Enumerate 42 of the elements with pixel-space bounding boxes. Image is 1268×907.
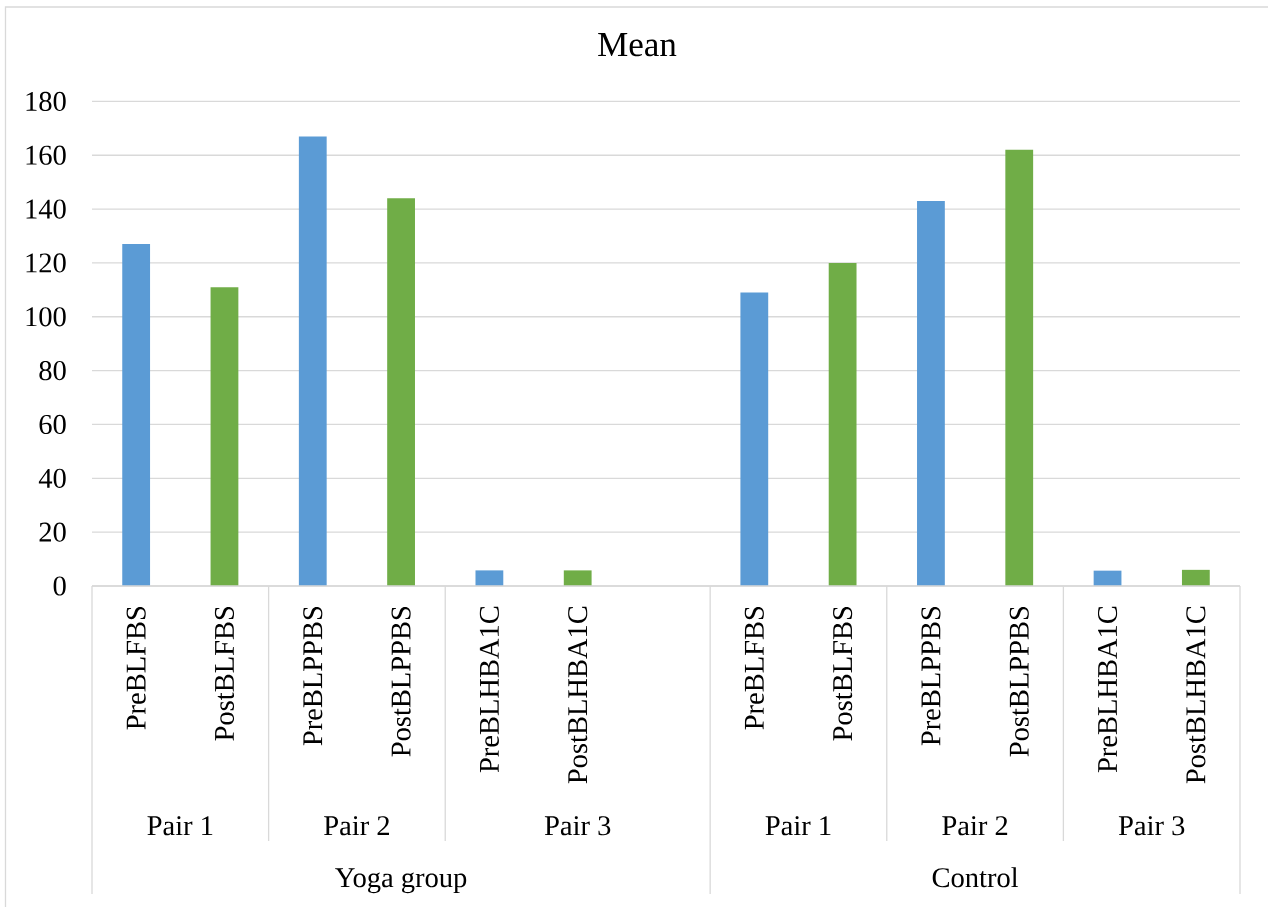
y-tick-label: 120 — [26, 253, 66, 273]
text: Pair 1 — [147, 816, 213, 836]
x-tick-label: PostBLFBS — [833, 606, 853, 741]
y-tick-label: 20 — [39, 522, 66, 542]
y-tick-label: 40 — [38, 468, 66, 488]
text: Pair 2 — [942, 816, 1008, 836]
y-tick-label: 60 — [39, 414, 66, 435]
text: Pair 1 — [765, 816, 831, 836]
y-tick-label: 100 — [26, 307, 66, 327]
x-tick-label: PostBLHBA1C — [1186, 606, 1206, 784]
y-tick-label: 140 — [26, 199, 66, 219]
x-tick-label: PreBLFBS — [126, 606, 146, 730]
x-tick-label: PreBLFBS — [744, 606, 764, 730]
x-tick-label: PreBLHBA1C — [1097, 606, 1118, 773]
y-tick-label: 80 — [39, 361, 66, 381]
text: Control — [932, 867, 1019, 888]
text: Pair 3 — [1118, 816, 1185, 836]
x-tick-label: PostBLFBS — [214, 606, 235, 741]
bar — [1005, 149, 1034, 586]
text: Yoga group — [335, 868, 467, 894]
x-tick-label: PreBLPPBS — [921, 606, 941, 746]
y-tick-label: 180 — [26, 91, 66, 112]
x-tick-label: PreBLHBA1C — [479, 606, 499, 773]
text: Pair 3 — [544, 816, 611, 836]
bar — [298, 136, 327, 586]
bar — [563, 570, 592, 586]
x-tick-label: PostBLHBA1C — [568, 606, 588, 784]
bar — [828, 262, 857, 586]
bar — [122, 244, 151, 586]
bar — [917, 201, 945, 586]
bar — [475, 570, 504, 586]
bar — [387, 198, 415, 586]
chart-title: Mean — [598, 33, 677, 57]
bar — [210, 287, 239, 586]
x-tick-label: PostBLPPBS — [391, 606, 411, 757]
bar — [1181, 569, 1210, 586]
y-tick-label: 0 — [53, 576, 66, 596]
x-tick-label: PreBLPPBS — [303, 606, 323, 746]
y-tick-label: 160 — [26, 145, 66, 165]
bar — [740, 292, 769, 586]
x-tick-label: PostBLPPBS — [1009, 606, 1029, 757]
text: Pair 2 — [324, 816, 389, 836]
